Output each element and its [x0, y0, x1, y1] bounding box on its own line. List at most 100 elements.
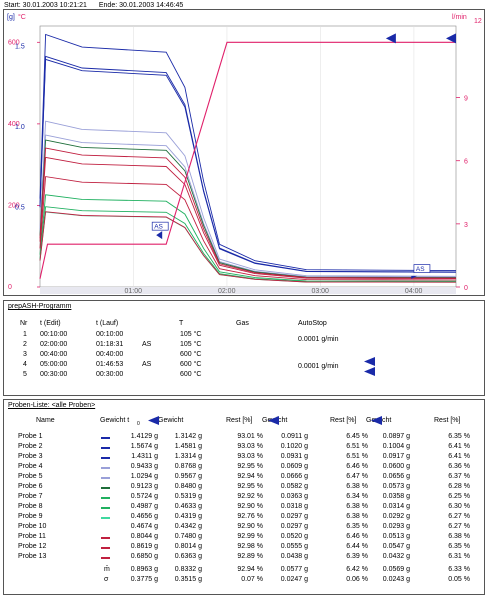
program-t-lauf: 01:46:53 [96, 361, 124, 368]
sample-value: 6.36 % [448, 463, 470, 470]
sample-value: 6.27 % [448, 523, 470, 530]
sample-value: 6.51 % [346, 443, 368, 450]
program-temp: 600 °C [180, 361, 202, 368]
autostop-flag-up[interactable] [364, 357, 375, 366]
sort-flag-1[interactable] [148, 416, 159, 425]
sort-flag-3[interactable] [371, 416, 382, 425]
as-flag-1 [156, 231, 163, 240]
sample-value: 6.37 % [448, 473, 470, 480]
sample-name: Probe 9 [18, 513, 43, 520]
sample-value: 0.4319 g [174, 513, 202, 520]
x-tick-label: 04:00 [405, 288, 423, 295]
sample-color-swatch [101, 467, 110, 469]
sample-value: 1.4129 g [130, 433, 158, 440]
sample-value: 0.4633 g [174, 503, 202, 510]
stat-value: 0.3775 g [130, 576, 158, 583]
stat-value: 0.06 % [346, 576, 368, 583]
sample-value: 0.0582 g [280, 483, 308, 490]
series-line-4 [39, 134, 457, 278]
sample-value: 0.9433 g [130, 463, 158, 470]
sample-value: 0.0297 g [280, 513, 308, 520]
sample-name: Probe 2 [18, 443, 43, 450]
sample-color-swatch [101, 457, 110, 459]
autostop-flag-down[interactable] [364, 367, 375, 376]
as-marker-2-box [413, 264, 431, 273]
sample-value: 0.5724 g [130, 493, 158, 500]
stat-value: 0.0247 g [280, 576, 308, 583]
sample-value: 0.0609 g [280, 463, 308, 470]
program-nr: 2 [23, 341, 27, 348]
x-tick-label: 03:00 [311, 288, 329, 295]
series-line-13 [39, 176, 457, 281]
program-t-lauf: 00:10:00 [96, 331, 124, 338]
sample-value: 0.0292 g [382, 513, 410, 520]
sample-value: 6.25 % [448, 493, 470, 500]
samples-title: Proben-Liste: <alle Proben> [8, 402, 96, 409]
sample-name: Probe 3 [18, 453, 43, 460]
col-header-3: Rest [%] [226, 417, 253, 424]
sample-value: 0.8044 g [130, 533, 158, 540]
sample-value: 0.0600 g [382, 463, 410, 470]
top-flag-1 [385, 33, 396, 44]
stat-value: 0.8332 g [174, 566, 202, 573]
sample-value: 0.0666 g [280, 473, 308, 480]
program-nr: 3 [23, 351, 27, 358]
sample-value: 6.38 % [346, 503, 368, 510]
program-nr: 1 [23, 331, 27, 338]
sample-value: 0.4342 g [174, 523, 202, 530]
weight-temperature-chart: [g] °C l/min 12 600 400 200 0 1.5 1.0 0.5 9 6 3 0 01:00… [7, 13, 482, 295]
as-flag-2 [411, 275, 418, 279]
sample-value: 6.46 % [346, 463, 368, 470]
sample-value: 0.1020 g [280, 443, 308, 450]
sample-name: Probe 10 [18, 523, 47, 530]
left-tick-label-g: 1.0 [15, 124, 25, 131]
end-time: Ende: 30.01.2003 14:46:45 [98, 2, 184, 9]
sample-name: Probe 4 [18, 463, 43, 470]
right-axis-unit: l/min [452, 14, 467, 21]
sample-value: 92.99 % [237, 533, 263, 540]
series-line-10 [39, 211, 457, 283]
sample-value: 0.4656 g [130, 513, 158, 520]
sample-value: 1.0294 g [130, 473, 158, 480]
series-line-11 [39, 156, 457, 280]
program-as: AS [142, 361, 152, 368]
as-marker-2-label: AS [416, 266, 425, 273]
program-nr: 4 [23, 361, 27, 368]
program-t-lauf: 00:30:00 [96, 371, 124, 378]
right-tick-label: 0 [464, 285, 468, 292]
sample-value: 92.98 % [237, 543, 263, 550]
left-tick-label-c: 200 [8, 202, 20, 209]
sample-value: 6.38 % [448, 533, 470, 540]
sort-flag-2[interactable] [268, 416, 279, 425]
sample-color-swatch [101, 547, 110, 549]
sample-color-swatch [101, 487, 110, 489]
sample-value: 0.9567 g [174, 473, 202, 480]
sample-color-swatch [101, 537, 110, 539]
sample-value: 0.0314 g [382, 503, 410, 510]
sample-value: 0.6850 g [130, 553, 158, 560]
series-line-3 [39, 55, 457, 273]
sample-name: Probe 11 [18, 533, 46, 540]
sample-value: 6.46 % [346, 533, 368, 540]
sample-value: 0.7480 g [174, 533, 202, 540]
sample-value: 92.90 % [237, 503, 263, 510]
stat-value: 92.94 % [237, 566, 263, 573]
sample-value: 0.9123 g [130, 483, 158, 490]
series-line-6 [39, 139, 457, 279]
sample-value: 6.28 % [448, 483, 470, 490]
sample-value: 6.35 % [448, 543, 470, 550]
sample-color-swatch [101, 557, 110, 559]
col-lauf: t (Lauf) [96, 320, 119, 327]
sample-value: 6.41 % [448, 443, 470, 450]
program-t-edit: 02:00:00 [40, 341, 68, 348]
sample-value: 6.51 % [346, 453, 368, 460]
sample-value: 6.35 % [448, 433, 470, 440]
x-axis-band [40, 287, 456, 294]
series-line-5 [39, 120, 457, 277]
stat-value: 0.8963 g [130, 566, 158, 573]
sample-value: 6.38 % [346, 483, 368, 490]
sample-value: 0.0432 g [382, 553, 410, 560]
sample-value: 0.5319 g [174, 493, 202, 500]
col-gewicht-t0-sub: 0 [137, 421, 140, 427]
stat-value: 0.05 % [448, 576, 470, 583]
